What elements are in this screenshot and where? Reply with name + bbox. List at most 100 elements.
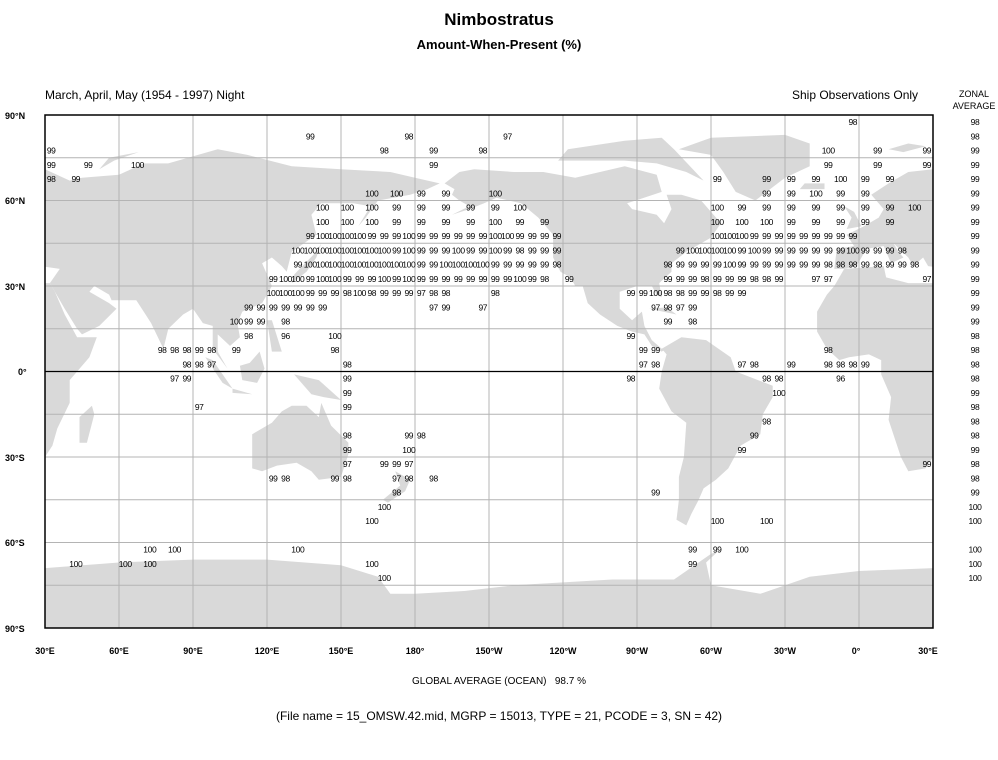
cell-value: 99 (330, 473, 339, 483)
cell-value: 98 (429, 288, 438, 298)
cell-value: 99 (380, 231, 389, 241)
cell-value: 99 (256, 317, 265, 327)
south-america-landmass (659, 337, 773, 526)
cell-value: 100 (119, 559, 133, 569)
cell-value: 99 (318, 288, 327, 298)
cell-value: 99 (651, 345, 660, 355)
cell-value: 99 (774, 260, 783, 270)
lat-label: 90°S (5, 624, 25, 634)
cell-value: 98 (158, 345, 167, 355)
cell-value: 99 (750, 431, 759, 441)
cell-value: 100 (279, 288, 293, 298)
cell-value: 99 (343, 374, 352, 384)
cell-value: 98 (478, 146, 487, 156)
cell-value: 99 (725, 274, 734, 284)
cell-value: 100 (304, 260, 318, 270)
cell-value: 99 (811, 245, 820, 255)
cell-value: 99 (528, 231, 537, 241)
cell-value: 100 (143, 559, 157, 569)
cell-value: 99 (417, 231, 426, 241)
cell-value: 100 (316, 245, 330, 255)
cell-value: 99 (429, 260, 438, 270)
cell-value: 99 (244, 302, 253, 312)
cell-value: 100 (489, 245, 503, 255)
cell-value: 99 (429, 146, 438, 156)
zonal-average-value: 98 (971, 473, 980, 483)
cell-value: 99 (540, 260, 549, 270)
cell-value: 99 (269, 302, 278, 312)
cell-value: 98 (380, 146, 389, 156)
cell-value: 97 (417, 288, 426, 298)
cell-value: 99 (244, 317, 253, 327)
zonal-average-value: 99 (971, 317, 980, 327)
cell-value: 99 (503, 260, 512, 270)
cell-value: 96 (836, 374, 845, 384)
cell-value: 100 (809, 188, 823, 198)
period-label: March, April, May (1954 - 1997) Night (45, 88, 245, 102)
cell-value: 100 (476, 260, 490, 270)
cell-value: 99 (848, 231, 857, 241)
cell-value: 100 (328, 331, 342, 341)
zonal-average-value: 99 (971, 188, 980, 198)
cell-value: 100 (328, 260, 342, 270)
cell-value: 99 (392, 288, 401, 298)
cell-value: 99 (774, 274, 783, 284)
cell-value: 100 (760, 217, 774, 227)
cell-value: 99 (811, 203, 820, 213)
zonal-average-value: 98 (971, 117, 980, 127)
cell-value: 98 (713, 288, 722, 298)
cell-value: 100 (316, 231, 330, 241)
zonal-average-value: 99 (971, 217, 980, 227)
cell-value: 100 (402, 245, 416, 255)
zonal-header-line1: ZONAL (958, 89, 989, 99)
cell-value: 99 (713, 174, 722, 184)
cell-value: 99 (762, 260, 771, 270)
australia-landmass (252, 402, 349, 480)
cell-value: 100 (723, 231, 737, 241)
cell-value: 100 (131, 160, 145, 170)
lon-label: 150°W (475, 646, 503, 656)
cell-value: 99 (787, 188, 796, 198)
cell-value: 99 (417, 274, 426, 284)
cell-value: 99 (873, 146, 882, 156)
cell-value: 98 (417, 431, 426, 441)
cell-value: 99 (873, 160, 882, 170)
cell-value: 99 (343, 274, 352, 284)
cell-value: 98 (626, 374, 635, 384)
cell-value: 99 (478, 231, 487, 241)
cell-value: 99 (182, 374, 191, 384)
cell-value: 98 (491, 288, 500, 298)
lon-label: 120°W (549, 646, 577, 656)
cell-value: 100 (390, 260, 404, 270)
cell-value: 99 (737, 445, 746, 455)
antarctica-landmass (45, 559, 415, 628)
cell-value: 99 (343, 388, 352, 398)
cell-value: 97 (195, 402, 204, 412)
zonal-average-header: ZONAL AVERAGE (948, 88, 998, 112)
cell-value: 98 (898, 245, 907, 255)
cell-value: 99 (466, 245, 475, 255)
novaya-zemlya-landmass (987, 152, 998, 169)
cell-value: 99 (922, 459, 931, 469)
zonal-average-value: 98 (971, 416, 980, 426)
cell-value: 97 (207, 359, 216, 369)
cell-value: 100 (291, 245, 305, 255)
novaya-zemlya-landmass (99, 152, 139, 170)
cell-value: 100 (513, 274, 527, 284)
africa-landmass (817, 266, 933, 472)
cell-value: 99 (750, 231, 759, 241)
cell-value: 99 (725, 288, 734, 298)
cell-value: 99 (885, 174, 894, 184)
lon-label: 120°E (255, 646, 280, 656)
cell-value: 100 (341, 231, 355, 241)
cell-value: 99 (466, 231, 475, 241)
cell-value: 100 (760, 516, 774, 526)
cell-value: 99 (688, 260, 697, 270)
cell-value: 99 (651, 488, 660, 498)
cell-value: 100 (378, 573, 392, 583)
cell-value: 100 (402, 260, 416, 270)
zonal-average-value: 100 (969, 573, 983, 583)
cell-value: 100 (452, 245, 466, 255)
cell-value: 98 (392, 488, 401, 498)
cell-value: 99 (515, 217, 524, 227)
